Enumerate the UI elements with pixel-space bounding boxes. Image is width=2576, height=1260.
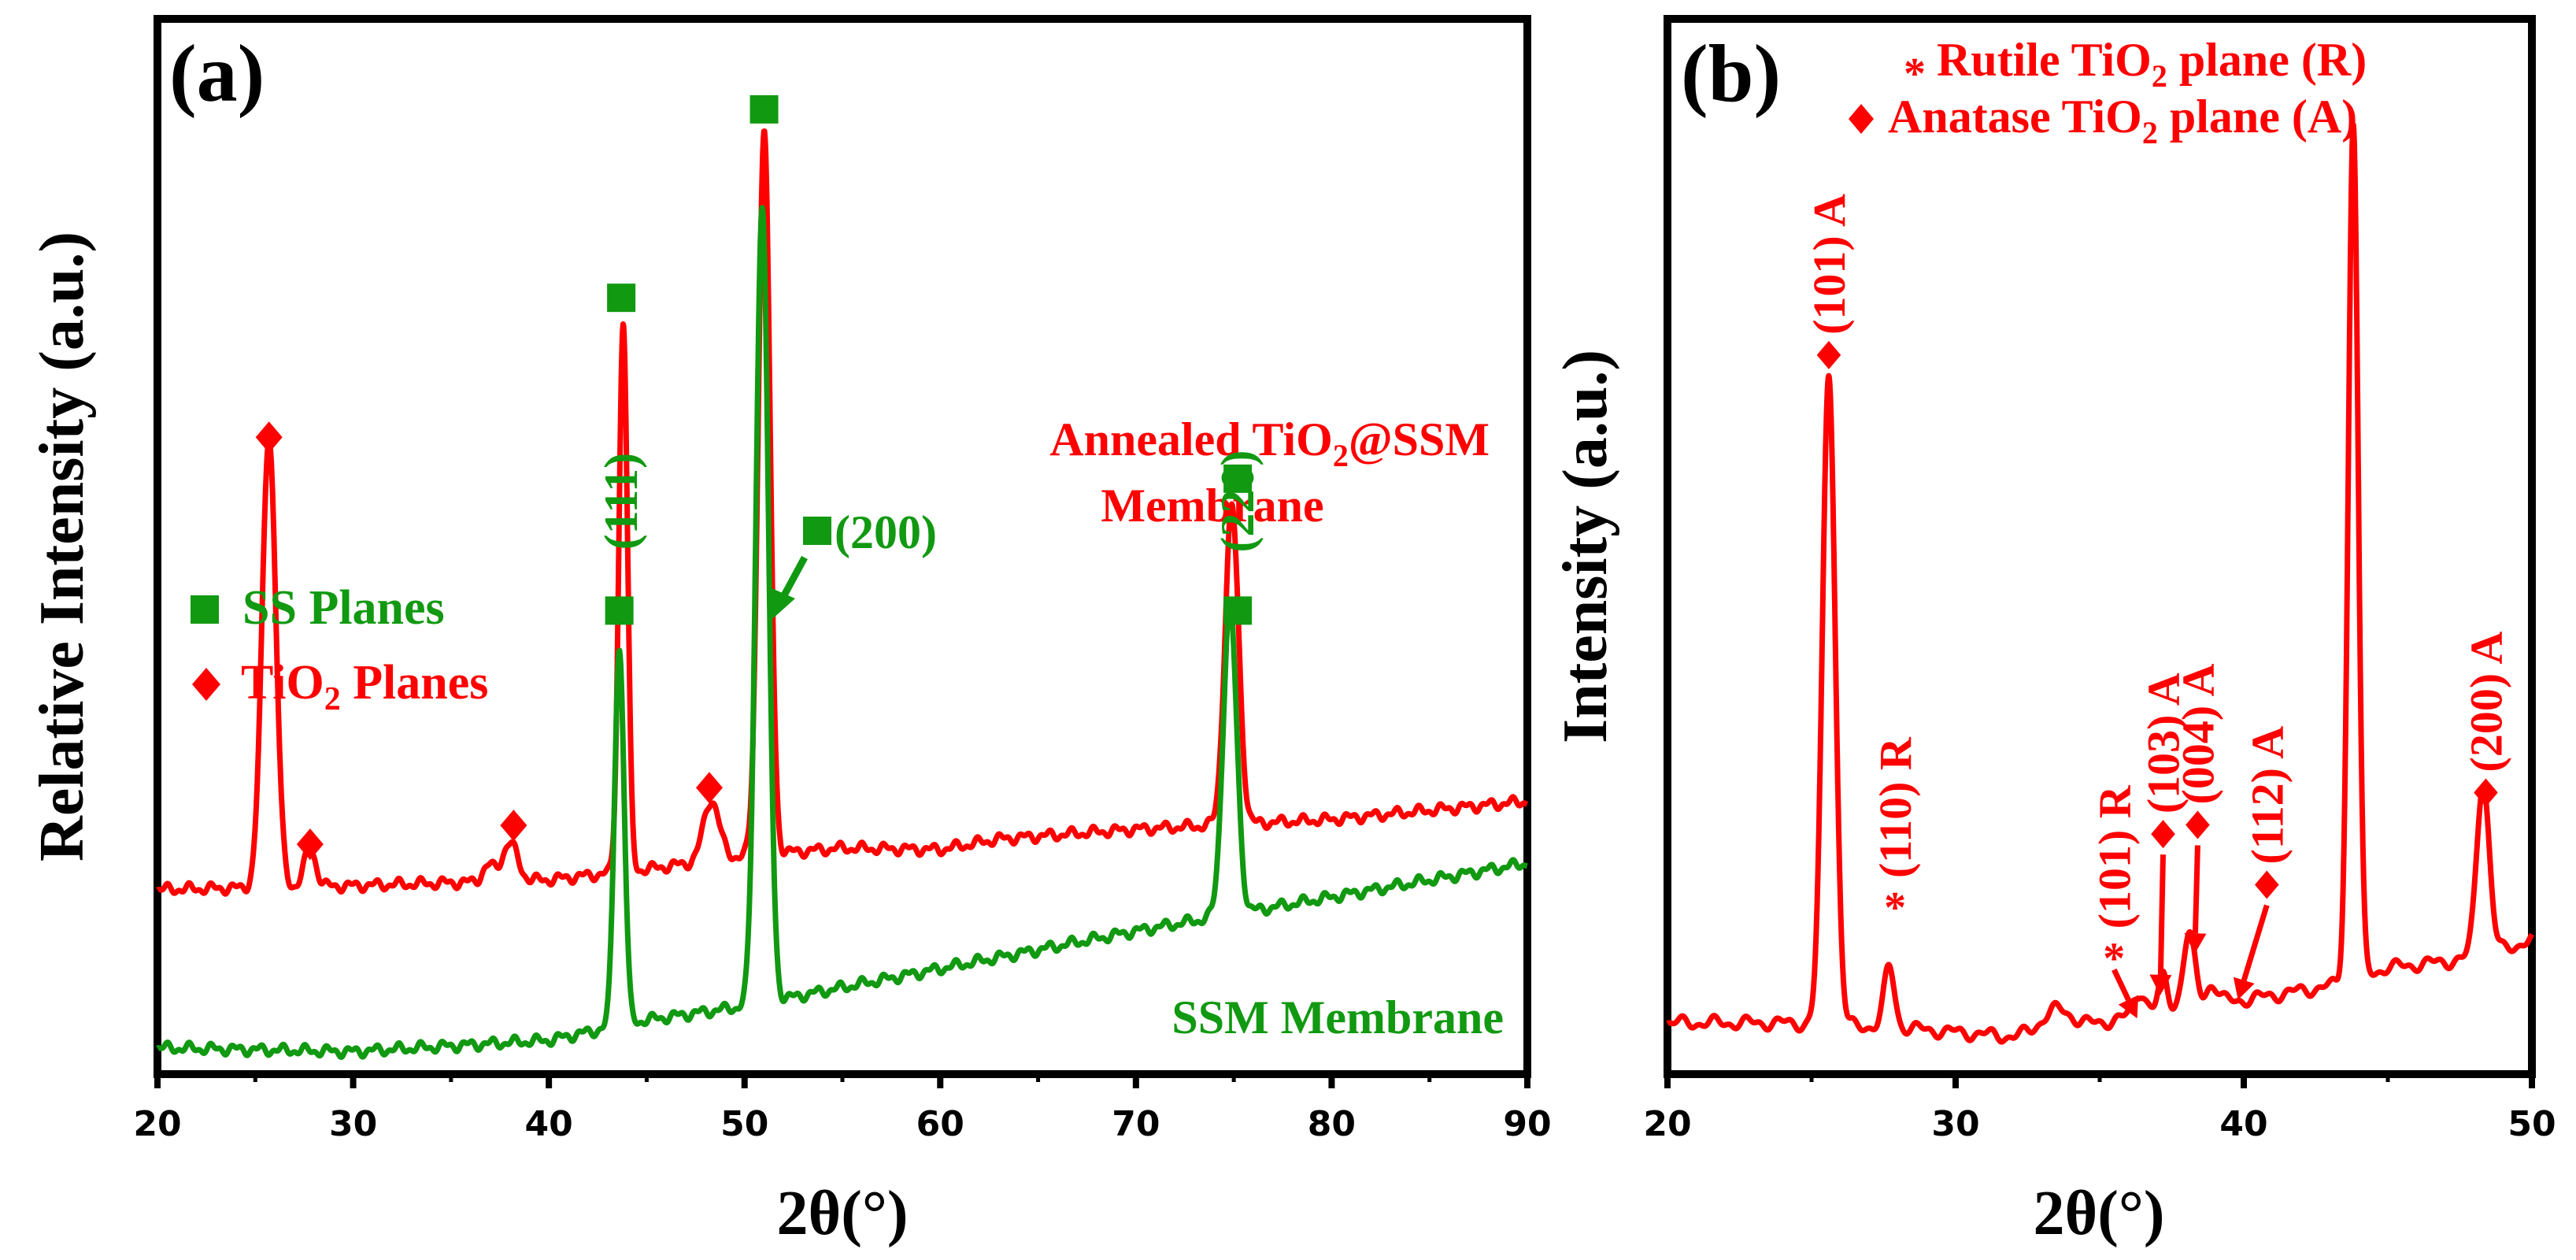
panel-a-legend: SS Planes TiO2 Planes xyxy=(191,581,488,717)
annotation-arrow-head xyxy=(2184,932,2207,954)
series-panel-b-line xyxy=(1665,122,2535,1045)
tio2-plane-marker xyxy=(296,828,324,861)
peak-annotation-label: (110) R xyxy=(1870,736,1921,878)
series-ssm-line xyxy=(155,205,1530,1060)
annotation-arrow-shaft xyxy=(2157,854,2167,975)
panel-b-tick-label: 30 xyxy=(1931,1104,1979,1144)
ss-plane-marker xyxy=(1223,596,1253,625)
ss-plane-marker xyxy=(607,284,636,313)
anatase-marker xyxy=(2186,810,2210,839)
panel-a-x-ticks: 20 30 40 50 60 70 80 90 xyxy=(133,1074,1552,1144)
anatase-marker xyxy=(2474,778,2498,807)
tio2-plane-marker xyxy=(255,421,283,454)
panel-a-tick-label: 30 xyxy=(329,1104,377,1144)
panel-a-tick-label: 80 xyxy=(1308,1104,1356,1144)
legend-tio2-label: TiO2 Planes xyxy=(241,656,488,717)
panel-b-legend: * Rutile TiO2 plane (R) Anatase TiO2 pla… xyxy=(1849,34,2367,150)
ss-plane-marker xyxy=(1223,464,1253,493)
panel-b-annotations: (101) A*(110) R*(101) R(103) A(004) A (11… xyxy=(1804,194,2511,1019)
hkl-label: (220) xyxy=(1212,450,1264,553)
panel-b: 20 30 40 50 (101) A*(110) R*(101) R(103) A(… xyxy=(1551,15,2556,1248)
panel-a-y-axis-label: Relative Intensity (a.u.) xyxy=(28,232,97,862)
hkl-label: (111) xyxy=(595,453,647,550)
legend-ss-marker xyxy=(191,595,219,624)
ss-plane-marker xyxy=(749,94,779,124)
panel-a-x-axis-label: 2θ(°) xyxy=(776,1179,908,1248)
peak-annotation-label: (103) A xyxy=(2138,673,2189,813)
panel-a-tick-label: 60 xyxy=(916,1104,964,1144)
hkl-200-label: (200) xyxy=(835,506,937,558)
panel-a-markers xyxy=(255,94,1253,861)
panel-a: 20 30 40 50 60 70 80 90 (a) SS Planes TiO2 Plan… xyxy=(28,15,1552,1248)
tio2-plane-marker xyxy=(500,810,527,842)
anatase-marker xyxy=(2151,820,2175,849)
peak-annotation-label: (112) A xyxy=(2241,726,2293,865)
legend-anatase-marker xyxy=(1849,104,1874,134)
annotation-arrow-shaft xyxy=(2241,904,2270,981)
series-annealed-line xyxy=(155,128,1530,897)
panel-b-x-ticks: 20 30 40 50 xyxy=(1643,1074,2556,1144)
panel-a-tick-label: 90 xyxy=(1503,1104,1551,1144)
series-label-annealed-line1: Annealed TiO2@SSM xyxy=(1049,413,1490,473)
series-label-annealed-line2: Membrane xyxy=(1101,480,1323,532)
annotation-arrow-head xyxy=(2149,974,2172,995)
panel-a-tick-label: 70 xyxy=(1112,1104,1160,1144)
legend-rutile-label: Rutile TiO2 plane (R) xyxy=(1937,34,2367,94)
hkl-200-arrow-shaft xyxy=(781,555,808,598)
legend-tio2-marker xyxy=(192,668,220,701)
ss-plane-marker xyxy=(605,596,634,625)
anatase-marker xyxy=(2254,870,2279,899)
panel-a-tick-label: 40 xyxy=(525,1104,573,1144)
panel-a-tick-label: 20 xyxy=(133,1104,181,1144)
annotation-arrow-shaft xyxy=(2192,845,2200,934)
series-label-ssm: SSM Membrane xyxy=(1171,991,1504,1043)
rutile-marker: * xyxy=(1884,884,1906,932)
anatase-marker xyxy=(1816,340,1841,369)
panel-b-label: (b) xyxy=(1681,28,1781,119)
panel-b-y-axis-label: Intensity (a.u.) xyxy=(1551,350,1620,743)
panel-b-x-axis-label: 2θ(°) xyxy=(2033,1179,2164,1248)
hkl-200-marker xyxy=(803,517,831,545)
annotation-arrow-head xyxy=(2118,995,2139,1019)
panel-a-series xyxy=(155,128,1530,1060)
peak-annotation-label: (200) A xyxy=(2460,632,2511,773)
panel-b-tick-label: 40 xyxy=(2219,1104,2267,1144)
peak-annotation-label: (101) R xyxy=(2089,784,2140,928)
hkl-200-arrow-head xyxy=(770,587,795,619)
panel-a-label: (a) xyxy=(169,28,265,119)
panel-b-series xyxy=(1665,122,2535,1045)
legend-rutile-marker: * xyxy=(1904,50,1926,98)
panel-a-tick-label: 50 xyxy=(720,1104,768,1144)
legend-anatase-label: Anatase TiO2 plane (A) xyxy=(1888,91,2357,150)
panel-a-hkl-labels: (111) (220) xyxy=(595,450,1264,553)
peak-annotation-label: (101) A xyxy=(1804,194,1855,335)
panel-b-tick-label: 20 xyxy=(1643,1104,1691,1144)
legend-ss-label: SS Planes xyxy=(242,581,445,635)
panel-b-tick-label: 50 xyxy=(2508,1104,2556,1144)
annotation-arrow-head xyxy=(2233,976,2255,1000)
tio2-plane-marker xyxy=(695,772,723,804)
annotation-arrow-shaft xyxy=(2112,968,2131,1002)
peak-annotation-label: (004) A xyxy=(2172,664,2223,805)
